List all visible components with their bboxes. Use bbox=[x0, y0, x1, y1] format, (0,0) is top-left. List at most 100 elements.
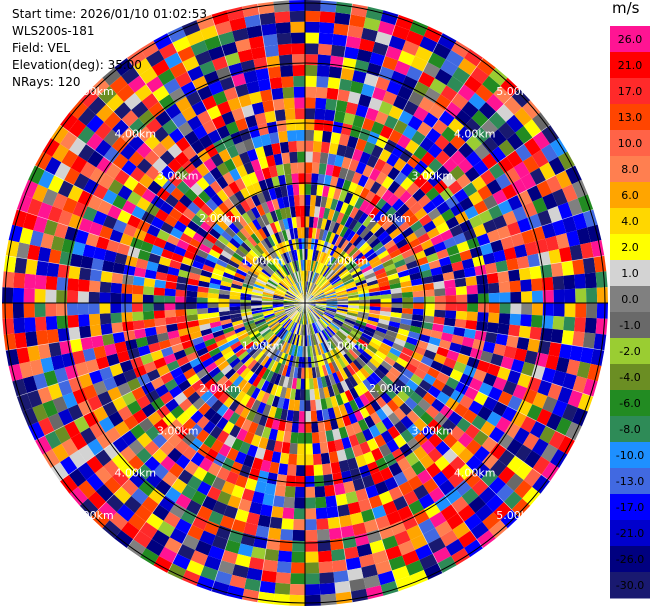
velocity-gate bbox=[425, 405, 440, 419]
velocity-gate bbox=[291, 551, 305, 563]
velocity-gate bbox=[274, 362, 282, 374]
velocity-gate bbox=[326, 256, 335, 267]
velocity-gate bbox=[355, 356, 367, 368]
velocity-gate bbox=[355, 319, 367, 327]
velocity-gate bbox=[516, 336, 530, 351]
velocity-gate bbox=[383, 239, 396, 250]
colorbar-tick-label: -13.0 bbox=[616, 475, 644, 488]
velocity-gate bbox=[515, 444, 532, 462]
velocity-gate bbox=[552, 188, 568, 206]
velocity-gate bbox=[511, 178, 527, 195]
velocity-gate bbox=[305, 194, 311, 206]
velocity-gate bbox=[406, 336, 419, 346]
velocity-gate bbox=[325, 269, 334, 279]
velocity-gate bbox=[464, 75, 483, 93]
velocity-gate bbox=[391, 25, 410, 41]
velocity-gate bbox=[546, 413, 562, 431]
velocity-gate bbox=[354, 276, 366, 284]
velocity-gate bbox=[295, 475, 305, 487]
velocity-gate bbox=[316, 65, 330, 77]
velocity-gate bbox=[572, 212, 588, 231]
velocity-gate bbox=[324, 311, 335, 318]
velocity-gate bbox=[359, 441, 371, 455]
velocity-gate bbox=[440, 364, 454, 377]
velocity-gate bbox=[385, 45, 402, 61]
velocity-gate bbox=[388, 105, 404, 120]
velocity-gate bbox=[323, 286, 334, 294]
velocity-gate bbox=[498, 139, 516, 157]
velocity-gate bbox=[328, 362, 336, 374]
velocity-gate bbox=[231, 484, 245, 499]
velocity-gate bbox=[338, 328, 349, 338]
velocity-gate bbox=[275, 572, 291, 584]
velocity-gate bbox=[415, 544, 433, 560]
velocity-gate bbox=[311, 260, 317, 272]
velocity-gate bbox=[405, 139, 420, 155]
velocity-gate bbox=[225, 383, 237, 396]
velocity-gate bbox=[330, 461, 341, 474]
velocity-gate bbox=[387, 166, 401, 181]
velocity-gate bbox=[343, 546, 359, 560]
velocity-gate bbox=[336, 309, 348, 315]
velocity-gate bbox=[407, 475, 423, 491]
velocity-gate bbox=[488, 282, 500, 294]
velocity-gate bbox=[404, 195, 418, 209]
velocity-gate bbox=[506, 258, 519, 271]
velocity-gate bbox=[318, 387, 326, 400]
velocity-gate bbox=[316, 262, 323, 274]
velocity-gate bbox=[305, 551, 319, 563]
velocity-gate bbox=[473, 223, 487, 238]
velocity-gate bbox=[294, 389, 301, 401]
velocity-gate bbox=[319, 331, 327, 342]
velocity-gate bbox=[414, 160, 429, 175]
velocity-gate bbox=[349, 206, 360, 219]
velocity-gate bbox=[337, 296, 348, 300]
velocity-gate bbox=[283, 342, 290, 354]
velocity-gate bbox=[380, 162, 394, 176]
velocity-gate bbox=[482, 252, 496, 265]
velocity-gate bbox=[476, 233, 491, 247]
velocity-gate bbox=[375, 350, 387, 361]
velocity-gate bbox=[443, 237, 457, 249]
velocity-gate bbox=[222, 421, 235, 435]
velocity-gate bbox=[307, 281, 311, 293]
velocity-gate bbox=[406, 65, 423, 82]
velocity-gate bbox=[455, 286, 468, 296]
velocity-gate bbox=[268, 405, 277, 418]
velocity-gate bbox=[488, 426, 505, 443]
colorbar-tick-label: 13.0 bbox=[618, 111, 643, 124]
velocity-gate bbox=[227, 495, 242, 509]
velocity-gate bbox=[511, 411, 527, 428]
velocity-gate bbox=[341, 324, 352, 333]
velocity-gate bbox=[357, 418, 369, 432]
velocity-gate bbox=[305, 97, 316, 109]
velocity-gate bbox=[315, 305, 327, 309]
velocity-gate bbox=[552, 275, 565, 290]
velocity-gate bbox=[392, 233, 405, 245]
velocity-gate bbox=[508, 269, 521, 282]
velocity-gate bbox=[401, 291, 414, 298]
velocity-gate bbox=[226, 447, 239, 462]
velocity-gate bbox=[250, 361, 261, 373]
velocity-gate bbox=[261, 392, 271, 404]
velocity-gate bbox=[474, 264, 487, 276]
velocity-gate bbox=[265, 382, 274, 394]
velocity-gate bbox=[493, 249, 507, 263]
velocity-gate bbox=[382, 90, 398, 106]
velocity-gate bbox=[495, 260, 509, 273]
velocity-gate bbox=[434, 94, 452, 111]
velocity-gate bbox=[527, 213, 542, 230]
velocity-gate bbox=[382, 258, 394, 268]
velocity-gate bbox=[366, 529, 382, 544]
velocity-gate bbox=[417, 194, 432, 208]
velocity-gate bbox=[231, 519, 247, 533]
velocity-gate bbox=[255, 525, 270, 539]
velocity-gate bbox=[348, 297, 359, 301]
velocity-gate bbox=[412, 404, 426, 418]
velocity-gate bbox=[218, 560, 235, 575]
velocity-gate bbox=[537, 379, 552, 397]
velocity-gate bbox=[348, 305, 359, 309]
velocity-gate bbox=[277, 550, 292, 563]
velocity-gate bbox=[420, 151, 436, 167]
velocity-gate bbox=[366, 360, 378, 372]
